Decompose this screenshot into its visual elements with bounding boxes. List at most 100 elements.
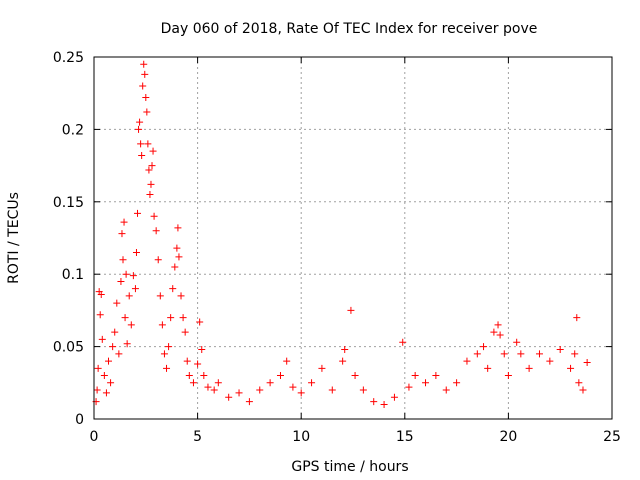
- data-point: [500, 350, 508, 358]
- data-point: [160, 350, 168, 358]
- x-tick-label: 10: [292, 429, 310, 445]
- data-point: [154, 256, 162, 264]
- data-point: [121, 314, 129, 322]
- data-point: [341, 345, 349, 353]
- data-point: [135, 125, 143, 133]
- data-point: [152, 227, 160, 235]
- data-point: [109, 343, 117, 351]
- data-point: [496, 331, 504, 339]
- data-point: [143, 108, 151, 116]
- data-point: [225, 393, 233, 401]
- data-point: [399, 338, 407, 346]
- data-point: [167, 314, 175, 322]
- data-point: [256, 386, 264, 394]
- data-point: [318, 364, 326, 372]
- data-point: [210, 386, 218, 394]
- x-tick-label: 5: [193, 429, 202, 445]
- data-point: [484, 364, 492, 372]
- data-point: [494, 321, 502, 329]
- y-tick-label: 0.05: [53, 340, 84, 356]
- data-point: [163, 364, 171, 372]
- data-point: [129, 272, 137, 280]
- data-point: [517, 350, 525, 358]
- data-point: [98, 335, 106, 343]
- data-point: [145, 166, 153, 174]
- data-point: [148, 162, 156, 170]
- data-point: [575, 379, 583, 387]
- data-point: [169, 285, 177, 293]
- data-point: [122, 270, 130, 278]
- y-tick-label: 0.25: [53, 50, 84, 66]
- data-point: [405, 383, 413, 391]
- y-tick-label: 0: [75, 412, 84, 428]
- x-axis-label: GPS time / hours: [291, 459, 408, 475]
- data-point: [146, 191, 154, 199]
- data-point: [579, 386, 587, 394]
- data-point: [149, 147, 157, 155]
- data-points: [92, 60, 591, 409]
- data-point: [120, 218, 128, 226]
- data-point: [196, 318, 204, 326]
- data-point: [198, 345, 206, 353]
- data-point: [118, 230, 126, 238]
- data-point: [175, 253, 183, 261]
- data-point: [171, 263, 179, 271]
- y-tick-label: 0.2: [62, 122, 84, 138]
- data-point: [139, 82, 147, 90]
- data-point: [453, 379, 461, 387]
- data-point: [141, 70, 149, 78]
- x-tick-label: 25: [603, 429, 621, 445]
- data-point: [183, 357, 191, 365]
- data-point: [179, 314, 187, 322]
- data-point: [266, 379, 274, 387]
- data-point: [111, 328, 119, 336]
- data-point: [422, 379, 430, 387]
- data-point: [97, 290, 105, 298]
- data-point: [147, 180, 155, 188]
- data-point: [194, 360, 202, 368]
- data-point: [390, 393, 398, 401]
- data-point: [351, 372, 359, 380]
- data-point: [328, 386, 336, 394]
- data-point: [123, 340, 131, 348]
- x-tick-label: 20: [499, 429, 517, 445]
- data-point: [571, 350, 579, 358]
- data-point: [245, 398, 253, 406]
- data-point: [189, 379, 197, 387]
- data-point: [235, 389, 243, 397]
- data-point: [525, 364, 533, 372]
- data-point: [204, 383, 212, 391]
- data-point: [150, 212, 158, 220]
- data-point: [100, 372, 108, 380]
- data-point: [142, 94, 150, 102]
- data-point: [125, 292, 133, 300]
- data-point: [370, 398, 378, 406]
- x-tick-label: 0: [90, 429, 99, 445]
- grid-lines: [94, 57, 612, 419]
- data-point: [556, 345, 564, 353]
- y-tick-label: 0.1: [62, 267, 84, 283]
- data-point: [200, 372, 208, 380]
- data-point: [283, 357, 291, 365]
- data-point: [347, 306, 355, 314]
- data-point: [105, 357, 113, 365]
- x-tick-label: 15: [396, 429, 414, 445]
- data-point: [308, 379, 316, 387]
- data-point: [156, 292, 164, 300]
- data-point: [132, 248, 140, 256]
- data-point: [573, 314, 581, 322]
- data-point: [473, 350, 481, 358]
- data-point: [546, 357, 554, 365]
- data-point: [107, 379, 115, 387]
- data-point: [93, 386, 101, 394]
- data-point: [173, 244, 181, 252]
- data-point: [490, 328, 498, 336]
- data-point: [140, 60, 148, 68]
- data-point: [442, 386, 450, 394]
- data-point: [339, 357, 347, 365]
- data-point: [181, 328, 189, 336]
- data-point: [432, 372, 440, 380]
- data-point: [463, 357, 471, 365]
- data-point: [411, 372, 419, 380]
